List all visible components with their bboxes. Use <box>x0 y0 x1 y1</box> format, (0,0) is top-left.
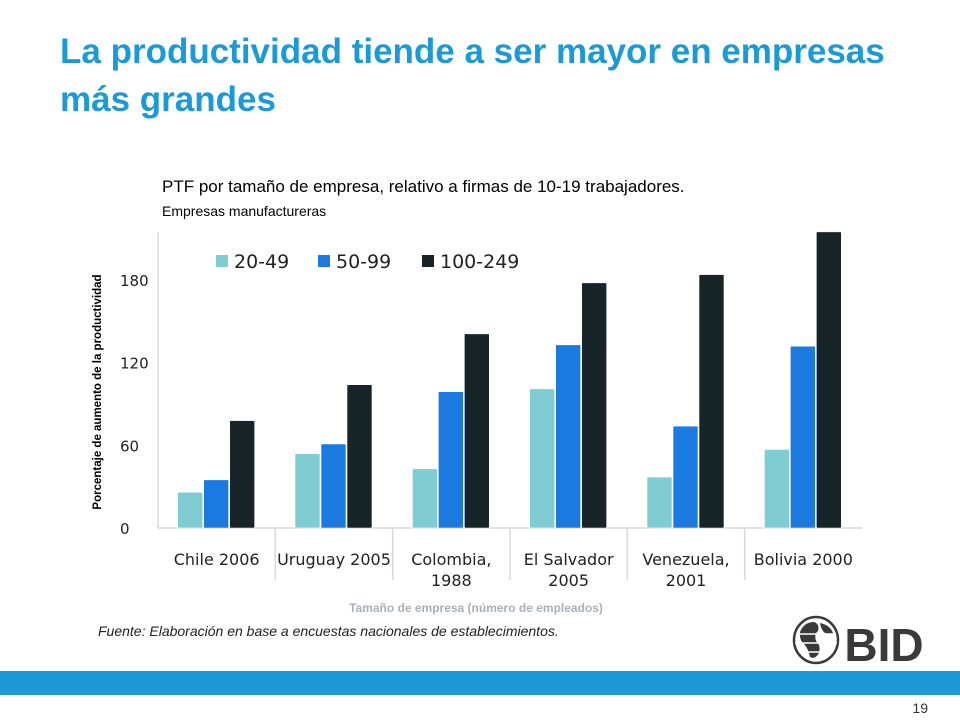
bar-20-49-4 <box>646 476 673 529</box>
legend-swatch-100-249 <box>422 255 434 267</box>
y-tick-label: 180 <box>120 272 149 290</box>
y-tick-label: 0 <box>120 520 130 538</box>
legend-swatch-50-99 <box>318 255 330 267</box>
bar-50-99-1 <box>320 443 347 529</box>
globe-icon <box>792 615 840 665</box>
chart-subtitle: PTF por tamaño de empresa, relativo a fi… <box>162 177 685 196</box>
y-tick-label: 120 <box>120 355 149 373</box>
category-label: Chile 2006 <box>174 550 260 569</box>
bar-20-49-0 <box>177 491 203 529</box>
bar-100-249-3 <box>581 282 607 529</box>
bar-100-249-4 <box>698 274 725 529</box>
legend-label-20-49: 20-49 <box>234 251 289 273</box>
chart-layer: 0 60 120 180 Porcentaje de aumento de la pro… <box>92 231 862 615</box>
bar-20-49-5 <box>764 449 790 529</box>
category-label: Venezuela, <box>642 550 729 569</box>
category-label: 2001 <box>666 571 707 590</box>
bar-100-249-5 <box>816 231 842 529</box>
page-number: 19 <box>912 700 928 716</box>
category-label: 1988 <box>431 571 472 590</box>
bar-20-49-2 <box>412 468 438 529</box>
bar-50-99-4 <box>672 425 699 529</box>
legend-swatch-20-49 <box>216 255 228 267</box>
logo-text: BID <box>844 619 923 666</box>
category-label: Bolivia 2000 <box>754 550 853 569</box>
category-label: 2005 <box>548 571 589 590</box>
source-note: Fuente: Elaboración en base a encuestas … <box>98 623 559 639</box>
bar-50-99-2 <box>438 391 464 529</box>
slide-title: La productividad tiende a ser mayor en e… <box>60 32 885 119</box>
footer-bar <box>0 671 960 695</box>
y-tick-label: 60 <box>120 437 139 455</box>
legend-label-100-249: 100-249 <box>440 251 519 273</box>
bar-50-99-5 <box>790 345 816 529</box>
category-label: El Salvador <box>524 550 614 569</box>
y-axis-label: Porcentaje de aumento de la productivida… <box>92 274 104 509</box>
bar-50-99-3 <box>555 344 581 529</box>
chart-subtitle-secondary: Empresas manufactureras <box>162 203 327 219</box>
bar-100-249-2 <box>464 333 490 529</box>
bar-20-49-1 <box>294 453 321 529</box>
x-axis-label: Tamaño de empresa (número de empleados) <box>349 601 603 615</box>
legend-label-50-99: 50-99 <box>336 251 391 273</box>
category-label: Colombia, <box>411 550 491 569</box>
bar-100-249-1 <box>346 384 373 529</box>
bar-20-49-3 <box>529 388 555 529</box>
category-label: Uruguay 2005 <box>277 550 391 569</box>
bar-50-99-0 <box>203 479 229 529</box>
bid-logo: BID <box>792 615 924 666</box>
bar-100-249-0 <box>229 420 255 529</box>
